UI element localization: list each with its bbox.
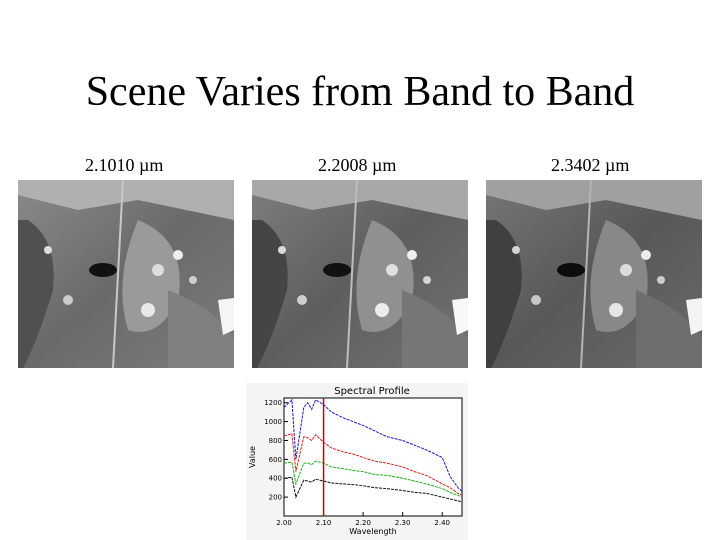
x-tick-label: 2.30 [395, 519, 411, 527]
band-image-3 [486, 180, 702, 368]
band-image-2 [252, 180, 468, 368]
series-line-4 [283, 476, 463, 503]
series-line-3 [283, 460, 463, 498]
band-label-1: 2.1010 µm [85, 155, 164, 175]
plot-area [283, 397, 463, 517]
y-tick-label: 600 [269, 456, 282, 464]
band-label-2: 2.2008 µm [318, 155, 397, 175]
x-tick-label: 2.00 [276, 519, 292, 527]
y-tick-label: 1000 [264, 418, 282, 426]
y-tick-label: 200 [269, 494, 282, 502]
x-tick-label: 2.40 [434, 519, 450, 527]
slide-title: Scene Varies from Band to Band [85, 69, 635, 115]
chart-title: Spectral Profile [334, 386, 410, 397]
band-image-1 [18, 180, 234, 368]
x-tick-label: 2.10 [316, 519, 332, 527]
y-axis-label: Value [248, 446, 257, 468]
y-tick-label: 1200 [264, 399, 282, 407]
series-line-2 [283, 433, 463, 496]
y-tick-label: 400 [269, 475, 282, 483]
spectral-profile-panel: Spectral Profile 2.00 2.10 2.20 2.30 2.40 200… [246, 383, 468, 540]
spectral-profile-chart: Spectral Profile 2.00 2.10 2.20 2.30 2.40 200… [248, 386, 463, 536]
series-line-1 [283, 398, 463, 492]
x-axis-label: Wavelength [349, 527, 396, 536]
y-tick-label: 800 [269, 437, 282, 445]
x-tick-label: 2.20 [355, 519, 371, 527]
band-label-3: 2.3402 µm [551, 155, 630, 175]
